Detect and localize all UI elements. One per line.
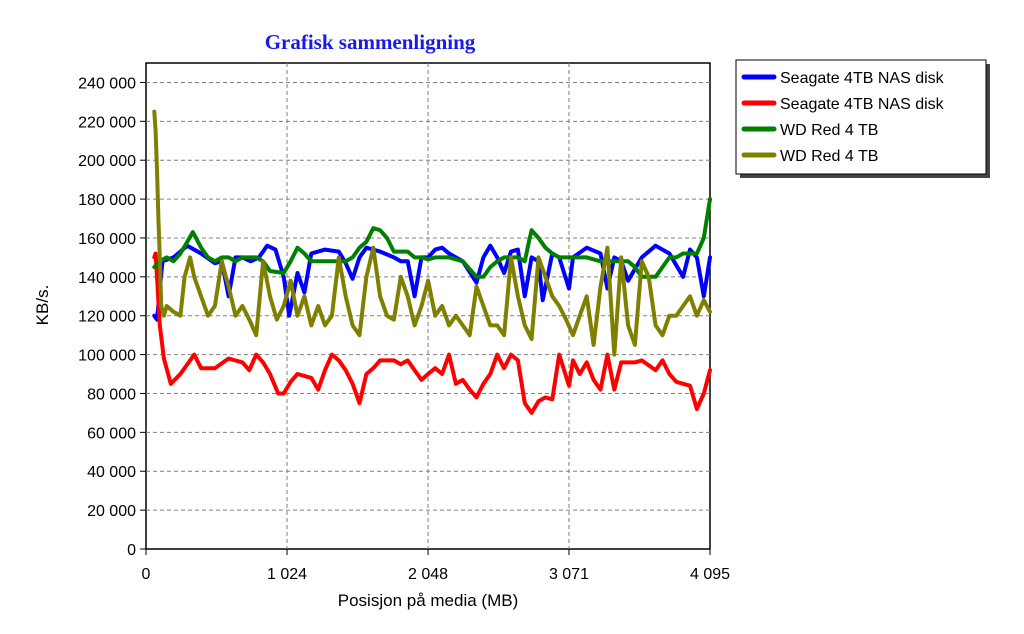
y-tick-label: 160 000 [78,231,136,248]
legend-label-3: WD Red 4 TB [780,122,878,139]
y-tick-label: 40 000 [87,464,136,481]
legend-label-2: Seagate 4TB NAS disk [780,96,945,113]
y-tick-label: 180 000 [78,192,136,209]
y-tick-label: 220 000 [78,114,136,131]
y-tick-label: 140 000 [78,270,136,287]
y-tick-label: 80 000 [87,386,136,403]
legend-label-1: Seagate 4TB NAS disk [780,70,945,87]
x-tick-label: 1 024 [267,566,307,583]
x-axis-title: Posisjon på media (MB) [338,591,518,610]
x-tick-label: 4 095 [690,566,730,583]
x-axis-ticks: 0 1 024 2 048 3 071 4 095 [142,549,730,583]
series-line-2 [152,251,712,415]
y-tick-label: 0 [127,542,136,559]
y-axis-ticks: 0 20 000 40 000 60 000 80 000 100 000 120 000 1… [78,75,146,559]
y-tick-label: 200 000 [78,153,136,170]
y-tick-label: 100 000 [78,348,136,365]
x-tick-label: 3 071 [549,566,589,583]
y-tick-label: 240 000 [78,75,136,92]
series-lines [152,109,712,415]
y-tick-label: 60 000 [87,425,136,442]
y-axis-title: KB/s. [33,285,52,326]
legend-box [735,59,987,175]
series-line-3 [152,197,712,279]
chart-title: Grafisk sammenligning [265,30,476,54]
y-tick-label: 120 000 [78,309,136,326]
legend: Seagate 4TB NAS disk Seagate 4TB NAS disk… [735,59,990,178]
y-tick-label: 20 000 [87,503,136,520]
x-tick-label: 2 048 [408,566,448,583]
series-line-4 [152,109,712,357]
legend-label-4: WD Red 4 TB [780,148,878,165]
x-tick-label: 0 [142,566,151,583]
